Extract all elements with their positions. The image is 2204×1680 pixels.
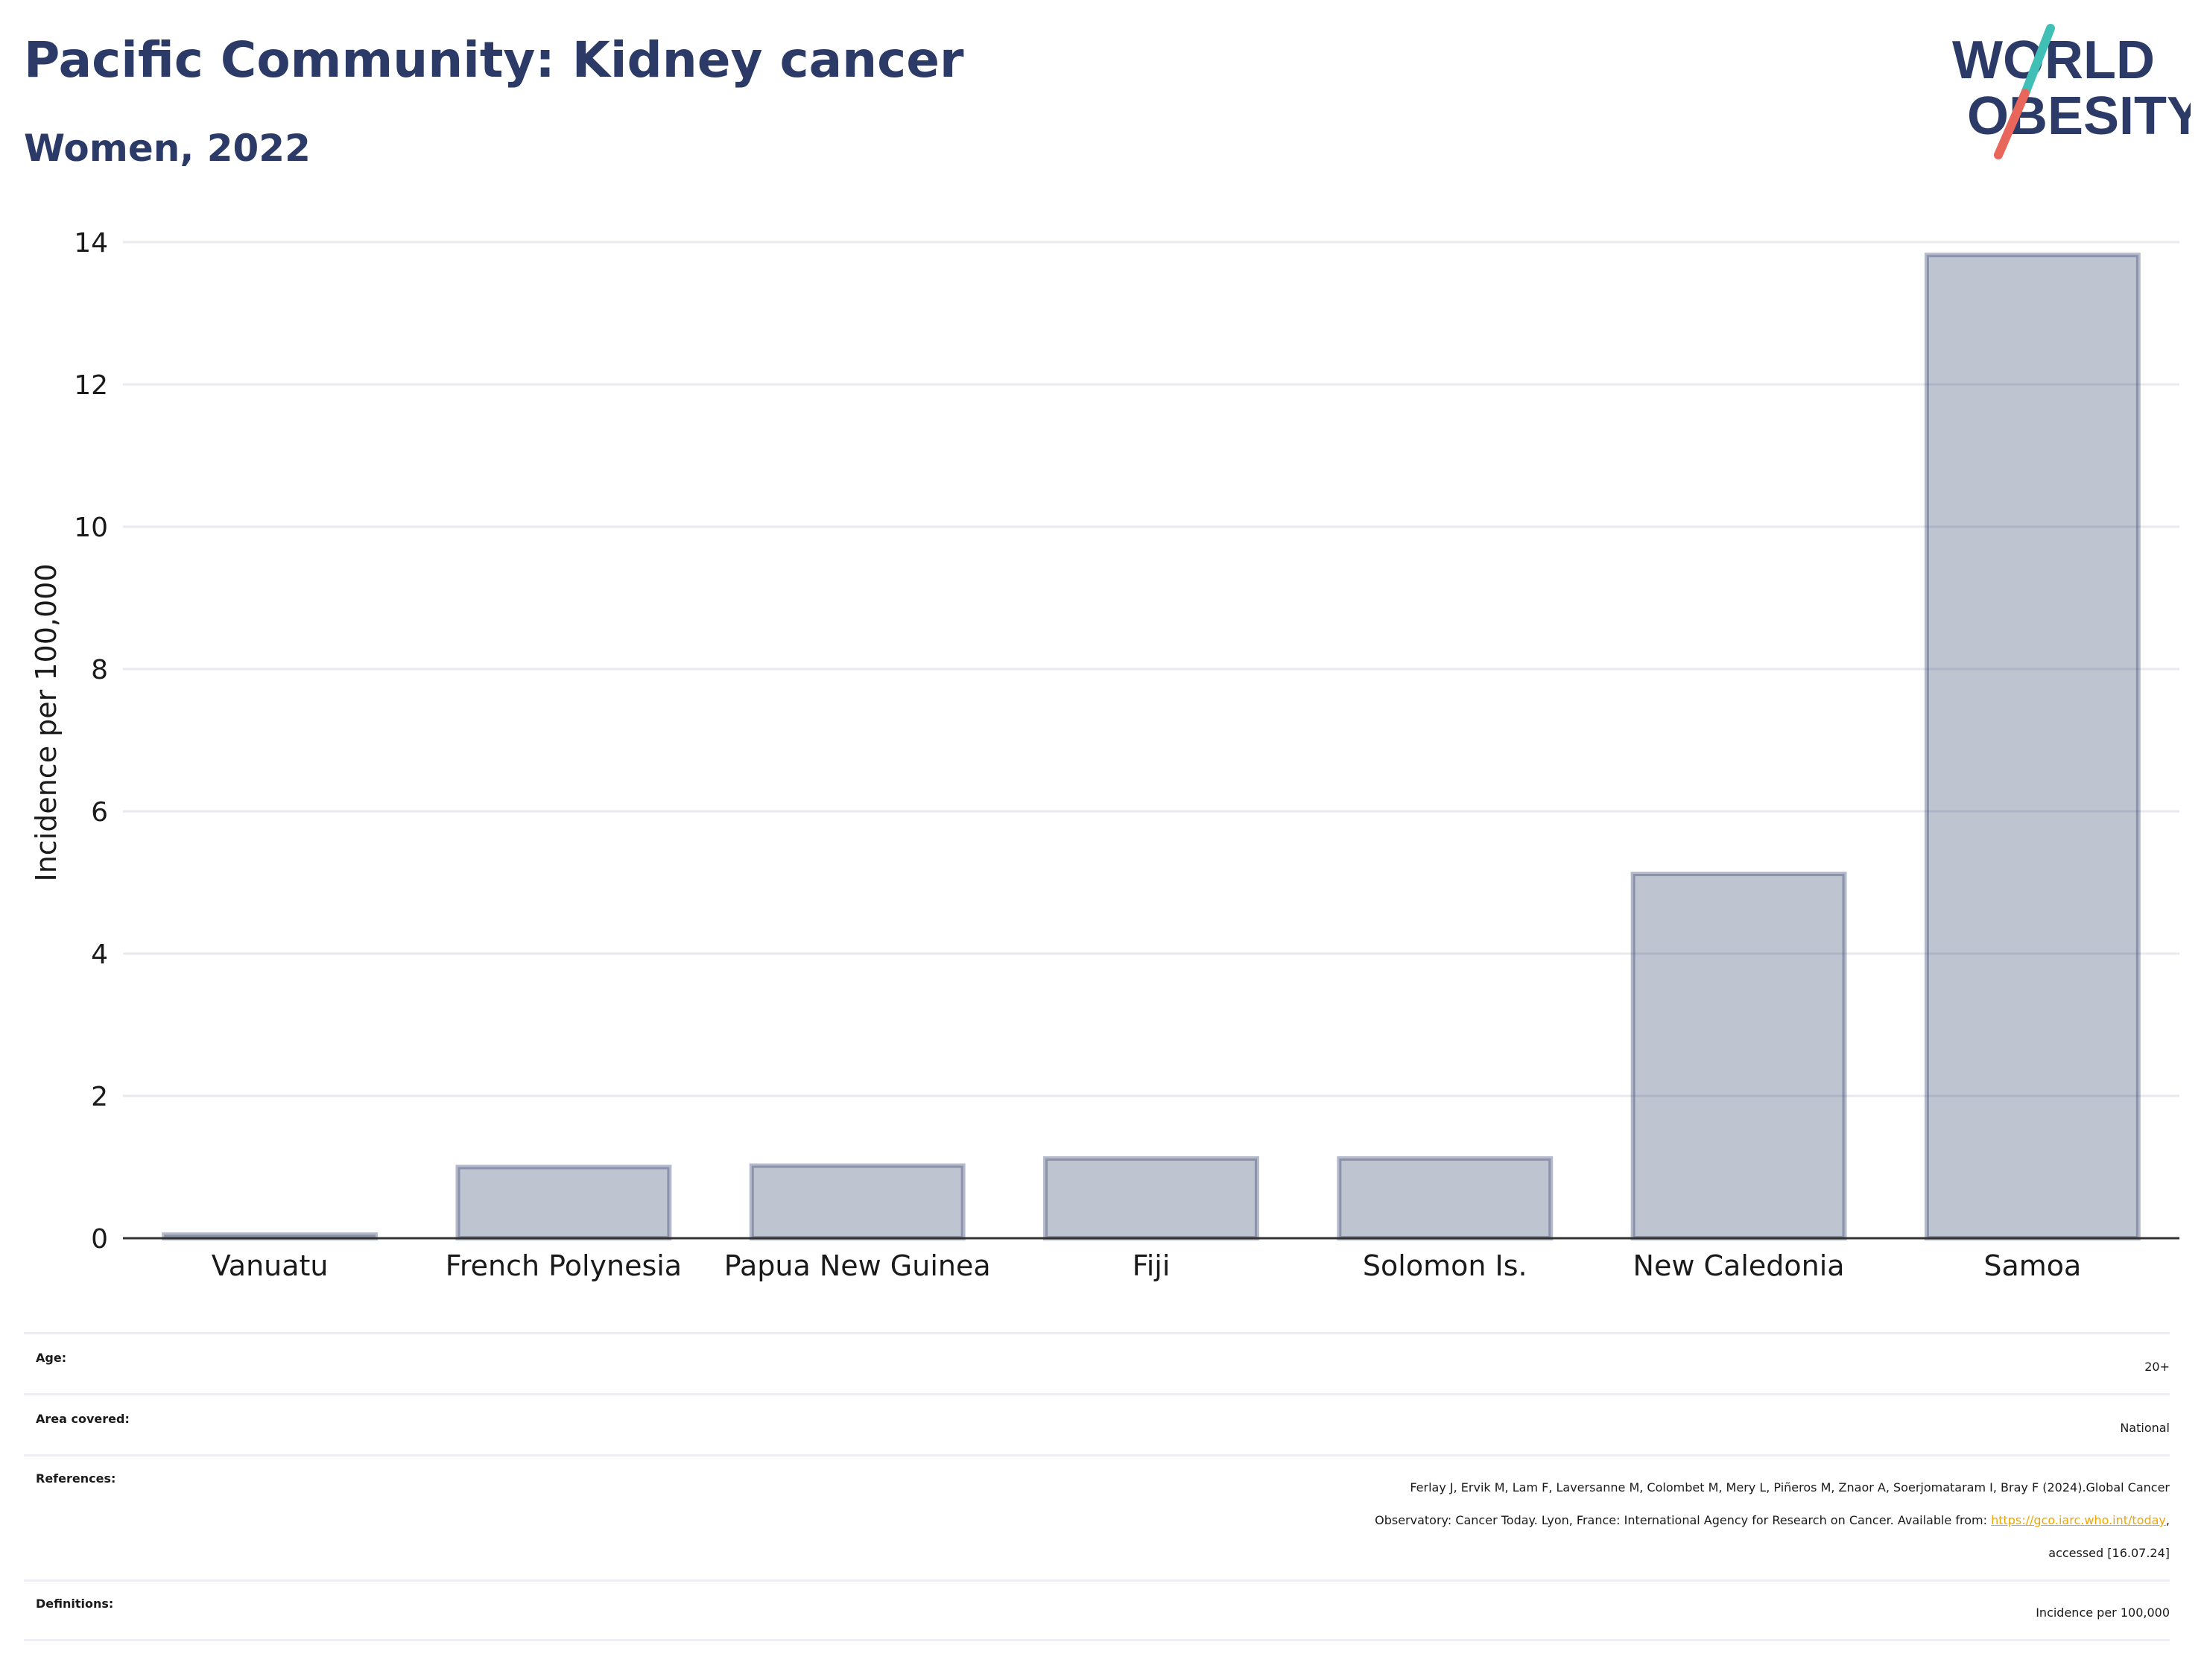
info-divider [24,1579,2170,1582]
y-tick-label: 4 [91,939,108,970]
info-divider [24,1639,2170,1641]
info-divider [24,1393,2170,1395]
gridlines [123,241,2179,1097]
age-label: Age: [36,1351,67,1365]
x-tick-label: Samoa [1983,1249,2081,1282]
bar-solomon-is [1337,1156,1554,1241]
y-tick-label: 14 [74,228,108,259]
x-tick-label: Solomon Is. [1363,1249,1527,1282]
axes: 0 2 4 6 8 10 12 14 Vanuatu French Polynesia Papua … [74,228,2179,1282]
logo-slash-teal [2021,24,2055,98]
chart-subtitle: Women, 2022 [24,127,311,170]
x-tick-label: Vanuatu [212,1249,329,1282]
x-tick-label: French Polynesia [446,1249,682,1282]
references-line3: accessed [16.07.24] [2048,1546,2170,1560]
logo-slash-coral [1994,89,2030,159]
info-divider [24,1454,2170,1456]
x-tick-label: New Caledonia [1633,1249,1845,1282]
y-tick-label: 0 [91,1224,108,1255]
references-link[interactable]: https://gco.iarc.who.int/today [1991,1513,2166,1527]
x-tick-label: Fiji [1133,1249,1171,1282]
area-covered-label: Area covered: [36,1412,130,1426]
bar-french-polynesia [455,1164,672,1240]
x-tick-label: Papua New Guinea [724,1249,991,1282]
references-value: Ferlay J, Ervik M, Lam F, Laversanne M, … [1375,1471,2170,1570]
references-label: References: [36,1471,116,1486]
definitions-label: Definitions: [36,1597,114,1611]
bar-chart: 0 2 4 6 8 10 12 14 Vanuatu French Polynesia Papua … [30,228,2179,1282]
bars [162,253,2141,1241]
area-covered-value: National [2120,1421,2170,1435]
bar-samoa [1924,253,2141,1241]
references-line2: Observatory: Cancer Today. Lyon, France:… [1375,1504,2170,1537]
y-axis-title: Incidence per 100,000 [30,563,63,881]
y-tick-label: 2 [91,1082,108,1112]
y-tick-label: 8 [91,655,108,685]
logo-word-world: WORLD [1952,31,2155,90]
references-line2-text: Observatory: Cancer Today. Lyon, France:… [1375,1513,1992,1527]
bar-fiji [1043,1156,1259,1241]
y-tick-label: 12 [74,370,108,401]
references-line1: Ferlay J, Ervik M, Lam F, Laversanne M, … [1410,1480,2170,1494]
age-value: 20+ [2144,1360,2170,1374]
chart-title: Pacific Community: Kidney cancer [24,31,964,89]
bar-papua-new-guinea [749,1163,966,1240]
y-tick-label: 6 [91,797,108,828]
bar-new-caledonia [1630,872,1847,1241]
y-tick-label: 10 [74,513,108,543]
info-divider [24,1332,2170,1334]
references-line2-suffix: , [2165,1513,2170,1527]
world-obesity-logo: WORLD OBESITY [1952,24,2191,159]
definitions-value: Incidence per 100,000 [2036,1605,2170,1620]
